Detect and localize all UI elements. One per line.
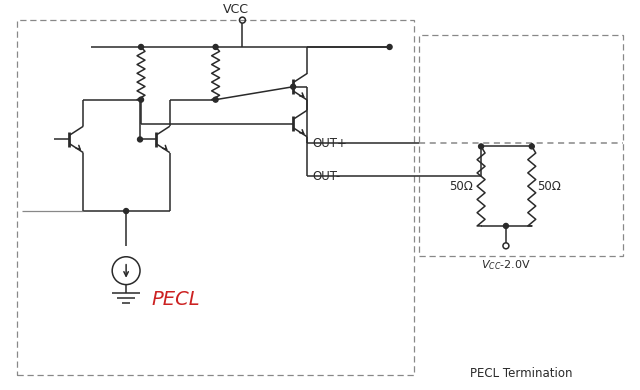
Bar [419, 35, 623, 256]
Circle shape [138, 97, 143, 102]
Circle shape [213, 44, 218, 50]
Circle shape [387, 44, 392, 50]
Circle shape [529, 144, 534, 149]
Circle shape [138, 137, 143, 142]
Text: PECL: PECL [152, 291, 200, 310]
Circle shape [124, 209, 129, 213]
Circle shape [479, 144, 484, 149]
Text: $V_{CC}$-2.0V: $V_{CC}$-2.0V [481, 258, 531, 271]
Text: VCC: VCC [223, 3, 248, 16]
Text: OUT+: OUT+ [312, 137, 347, 150]
Circle shape [504, 223, 508, 229]
Text: 50Ω: 50Ω [449, 180, 473, 193]
Circle shape [213, 97, 218, 102]
Circle shape [138, 44, 143, 50]
Circle shape [291, 84, 296, 89]
Text: PECL Termination: PECL Termination [470, 367, 572, 380]
Bar [17, 20, 415, 375]
Text: 50Ω: 50Ω [537, 180, 561, 193]
Text: OUT-: OUT- [312, 170, 340, 183]
